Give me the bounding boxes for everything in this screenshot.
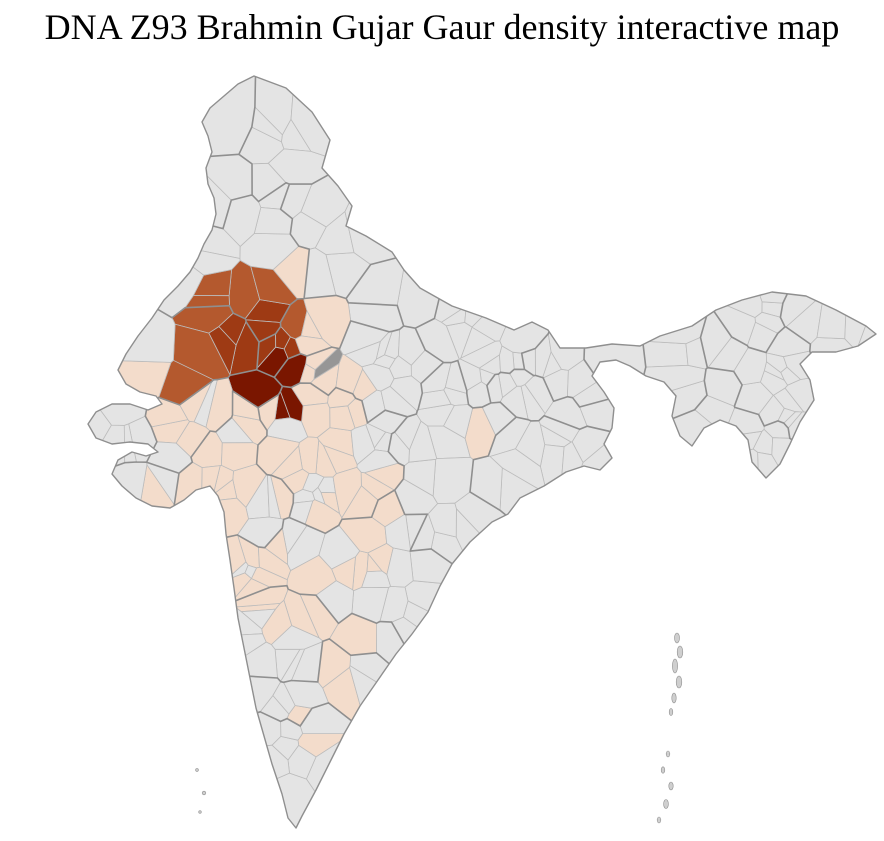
district-cell[interactable] <box>60 461 148 654</box>
district-cell[interactable] <box>455 508 596 657</box>
district-cell[interactable] <box>60 60 257 159</box>
district-cell[interactable] <box>60 183 205 319</box>
island[interactable] <box>198 810 202 814</box>
island[interactable] <box>665 750 671 758</box>
district-cell[interactable] <box>594 60 711 345</box>
district-cell[interactable] <box>60 251 176 363</box>
district-cell[interactable] <box>261 599 293 645</box>
district-cell[interactable] <box>344 60 577 265</box>
district-cell[interactable] <box>349 652 478 745</box>
district-cell[interactable] <box>765 352 788 373</box>
islands-andaman-nicobar-lakshadweep[interactable] <box>195 632 684 824</box>
district-cells-layer[interactable] <box>60 60 882 840</box>
district-cell[interactable] <box>844 114 882 352</box>
island[interactable] <box>660 766 666 774</box>
district-cell[interactable] <box>642 340 689 368</box>
island[interactable] <box>668 708 674 716</box>
island[interactable] <box>656 816 662 824</box>
island[interactable] <box>201 790 207 796</box>
district-cell[interactable] <box>816 231 850 340</box>
district-cell[interactable] <box>809 337 882 423</box>
district-cell[interactable] <box>60 673 282 773</box>
district-cell[interactable] <box>312 487 326 505</box>
district-cell[interactable] <box>81 711 282 768</box>
district-cell[interactable] <box>499 152 597 354</box>
district-cell[interactable] <box>60 744 290 840</box>
district-cell[interactable] <box>603 60 763 318</box>
district-cell[interactable] <box>540 444 565 515</box>
district-cell[interactable] <box>787 411 882 497</box>
district-cell[interactable] <box>60 633 267 717</box>
district-cell[interactable] <box>60 134 232 229</box>
island[interactable] <box>675 675 683 689</box>
island[interactable] <box>672 658 678 674</box>
district-cell[interactable] <box>679 60 882 304</box>
district-cell[interactable] <box>678 448 770 840</box>
district-cell[interactable] <box>757 451 882 840</box>
district-cell[interactable] <box>644 409 725 522</box>
district-cell[interactable] <box>306 729 613 840</box>
island[interactable] <box>676 645 684 659</box>
district-cell[interactable] <box>299 363 316 384</box>
district-cell[interactable] <box>427 502 457 538</box>
district-cell[interactable] <box>290 60 550 165</box>
district-cell[interactable] <box>332 467 362 519</box>
district-cell[interactable] <box>434 128 526 323</box>
island[interactable] <box>663 799 669 809</box>
district-cell[interactable] <box>464 60 604 328</box>
district-cell[interactable] <box>244 564 257 579</box>
island[interactable] <box>671 692 677 704</box>
island[interactable] <box>195 768 199 772</box>
page-title: DNA Z93 Brahmin Gujar Gaur density inter… <box>44 7 840 47</box>
district-cell[interactable] <box>583 193 647 396</box>
district-cell[interactable] <box>404 580 663 731</box>
district-cell[interactable] <box>771 437 882 643</box>
district-cell[interactable] <box>547 230 590 371</box>
district-cell[interactable] <box>72 602 263 645</box>
district-cell[interactable] <box>119 534 247 609</box>
district-cell[interactable] <box>60 354 112 494</box>
district-cell[interactable] <box>344 341 381 368</box>
district-cell[interactable] <box>780 94 882 328</box>
island[interactable] <box>668 781 674 791</box>
india-outline <box>87 75 877 829</box>
district-cell[interactable] <box>317 476 336 494</box>
district-cell[interactable] <box>454 491 617 670</box>
district-cell[interactable] <box>459 340 503 369</box>
island[interactable] <box>674 632 680 644</box>
